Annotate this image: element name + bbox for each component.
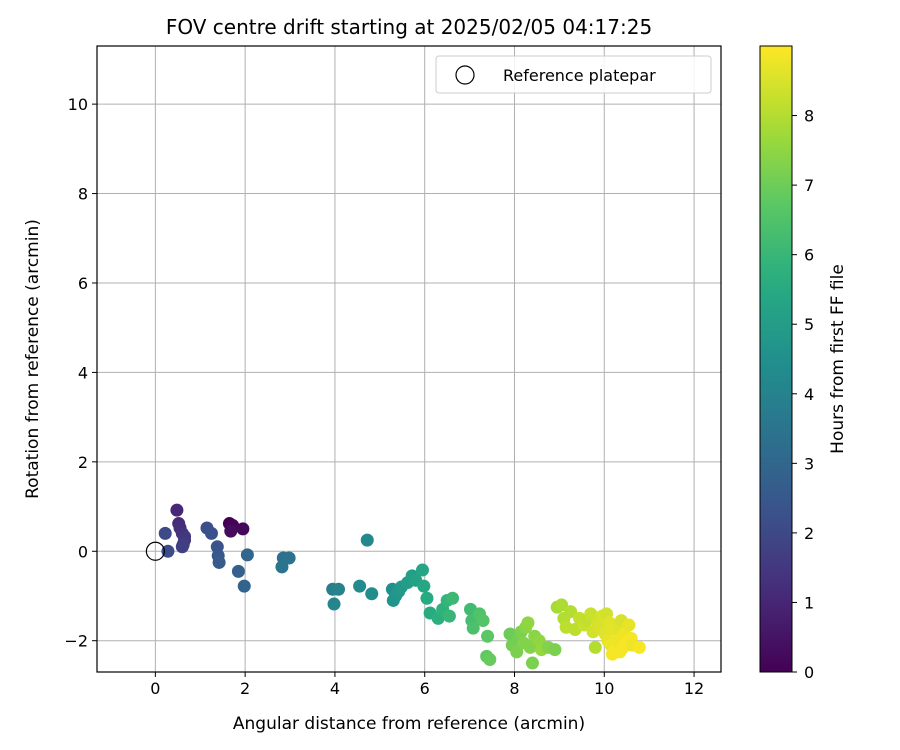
data-point — [236, 522, 250, 536]
x-tick-label: 2 — [240, 679, 250, 698]
chart-title: FOV centre drift starting at 2025/02/05 … — [166, 15, 652, 39]
data-point — [523, 640, 537, 654]
plot-area: 0 2 4 6 8 10 12 −2 0 2 4 6 8 10 — [64, 45, 722, 698]
y-tick-label: 0 — [78, 542, 88, 561]
data-point — [564, 605, 578, 619]
data-point — [584, 607, 598, 621]
colorbar-tick-label: 3 — [804, 454, 814, 473]
y-tick-label: 8 — [78, 185, 88, 204]
reference-marker — [145, 541, 165, 561]
colorbar-tick-label: 2 — [804, 524, 814, 543]
colorbar-tick-label: 4 — [804, 385, 814, 404]
colorbar: 0 1 2 3 4 5 6 7 8 Hours from first FF file — [759, 45, 848, 682]
colorbar-tick-label: 1 — [804, 593, 814, 612]
colorbar-tick-label: 8 — [804, 107, 814, 126]
data-point — [483, 652, 497, 666]
x-tick-label: 8 — [509, 679, 519, 698]
axes-frame — [96, 45, 722, 673]
colorbar-label: Hours from first FF file — [828, 264, 848, 454]
y-tick-label: 2 — [78, 453, 88, 472]
data-point — [365, 587, 379, 601]
colorbar-tick-label: 5 — [804, 315, 814, 334]
x-tick-label: 10 — [594, 679, 614, 698]
data-point — [170, 503, 184, 517]
data-point — [212, 555, 226, 569]
y-tick-label: −2 — [64, 632, 88, 651]
data-point — [420, 591, 434, 605]
data-point — [353, 579, 367, 593]
x-tick-label: 12 — [684, 679, 704, 698]
x-tick-label: 4 — [330, 679, 340, 698]
data-point — [360, 533, 374, 547]
data-point — [175, 540, 189, 554]
data-point — [231, 564, 245, 578]
legend: Reference platepar — [435, 55, 712, 94]
y-axis-label: Rotation from reference (arcmin) — [23, 219, 43, 499]
y-tick-label: 6 — [78, 274, 88, 293]
data-point — [510, 645, 524, 659]
data-point — [415, 563, 429, 577]
data-point — [525, 656, 539, 670]
data-point — [332, 582, 346, 596]
data-point — [521, 616, 535, 630]
data-point — [237, 579, 251, 593]
data-point — [240, 548, 254, 562]
data-point — [476, 614, 490, 628]
data-point — [282, 551, 296, 565]
data-point — [417, 579, 431, 593]
data-point — [548, 643, 562, 657]
data-point — [275, 560, 289, 574]
colorbar-tick-label: 7 — [804, 176, 814, 195]
data-point — [446, 591, 460, 605]
data-point — [161, 544, 175, 558]
colorbar-scale — [759, 45, 793, 673]
data-point — [588, 640, 602, 654]
data-point — [224, 524, 238, 538]
data-point — [158, 526, 172, 540]
data-point — [442, 609, 456, 623]
x-axis-label: Angular distance from reference (arcmin) — [233, 714, 585, 734]
legend-box — [435, 55, 712, 94]
colorbar-tick-label: 6 — [804, 246, 814, 265]
data-point — [466, 621, 480, 635]
y-tick-label: 4 — [78, 363, 88, 382]
y-tick-label: 10 — [68, 95, 88, 114]
data-point — [204, 526, 218, 540]
legend-marker — [455, 65, 475, 85]
legend-label: Reference platepar — [503, 66, 656, 85]
data-point — [327, 597, 341, 611]
data-point — [555, 598, 569, 612]
colorbar-tick-label: 0 — [804, 663, 814, 682]
x-tick-label: 0 — [150, 679, 160, 698]
data-point — [622, 618, 636, 632]
plot-background — [97, 46, 721, 672]
x-tick-label: 6 — [420, 679, 430, 698]
data-point — [481, 629, 495, 643]
data-point — [632, 640, 646, 654]
